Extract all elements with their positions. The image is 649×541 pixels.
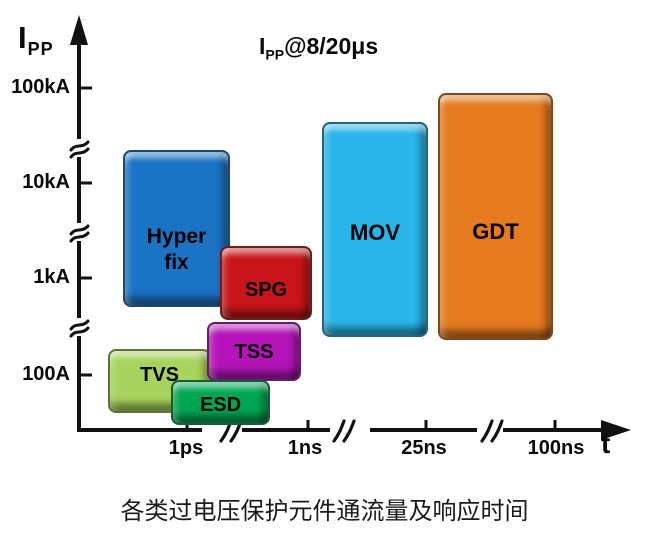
y-axis-break-2: [69, 223, 90, 243]
block-mov: MOV: [322, 122, 428, 337]
y-axis-break-3: [69, 318, 90, 338]
x-axis-arrowhead: [601, 420, 631, 440]
block-gdt-label: GDT: [472, 219, 519, 245]
y-axis: [69, 15, 92, 429]
block-esd: ESD: [171, 380, 270, 425]
block-hyper-fix-label: Hyper fix: [146, 225, 207, 274]
block-tss-label: TSS: [234, 340, 274, 363]
block-spg: SPG: [220, 246, 312, 320]
block-hyper-fix: Hyper fix: [123, 150, 230, 307]
y-axis-arrowhead: [70, 15, 88, 45]
x-axis-break-2: [332, 419, 356, 443]
y-axis-break-1: [69, 139, 90, 159]
block-spg-label: SPG: [244, 279, 288, 301]
block-esd-label: ESD: [199, 393, 242, 416]
block-tss: TSS: [207, 322, 301, 381]
block-tvs-label: TVS: [140, 364, 179, 386]
x-axis: [77, 419, 631, 443]
x-axis-break-3: [480, 419, 504, 443]
block-gdt: GDT: [438, 93, 553, 340]
block-mov-label: MOV: [349, 220, 401, 246]
